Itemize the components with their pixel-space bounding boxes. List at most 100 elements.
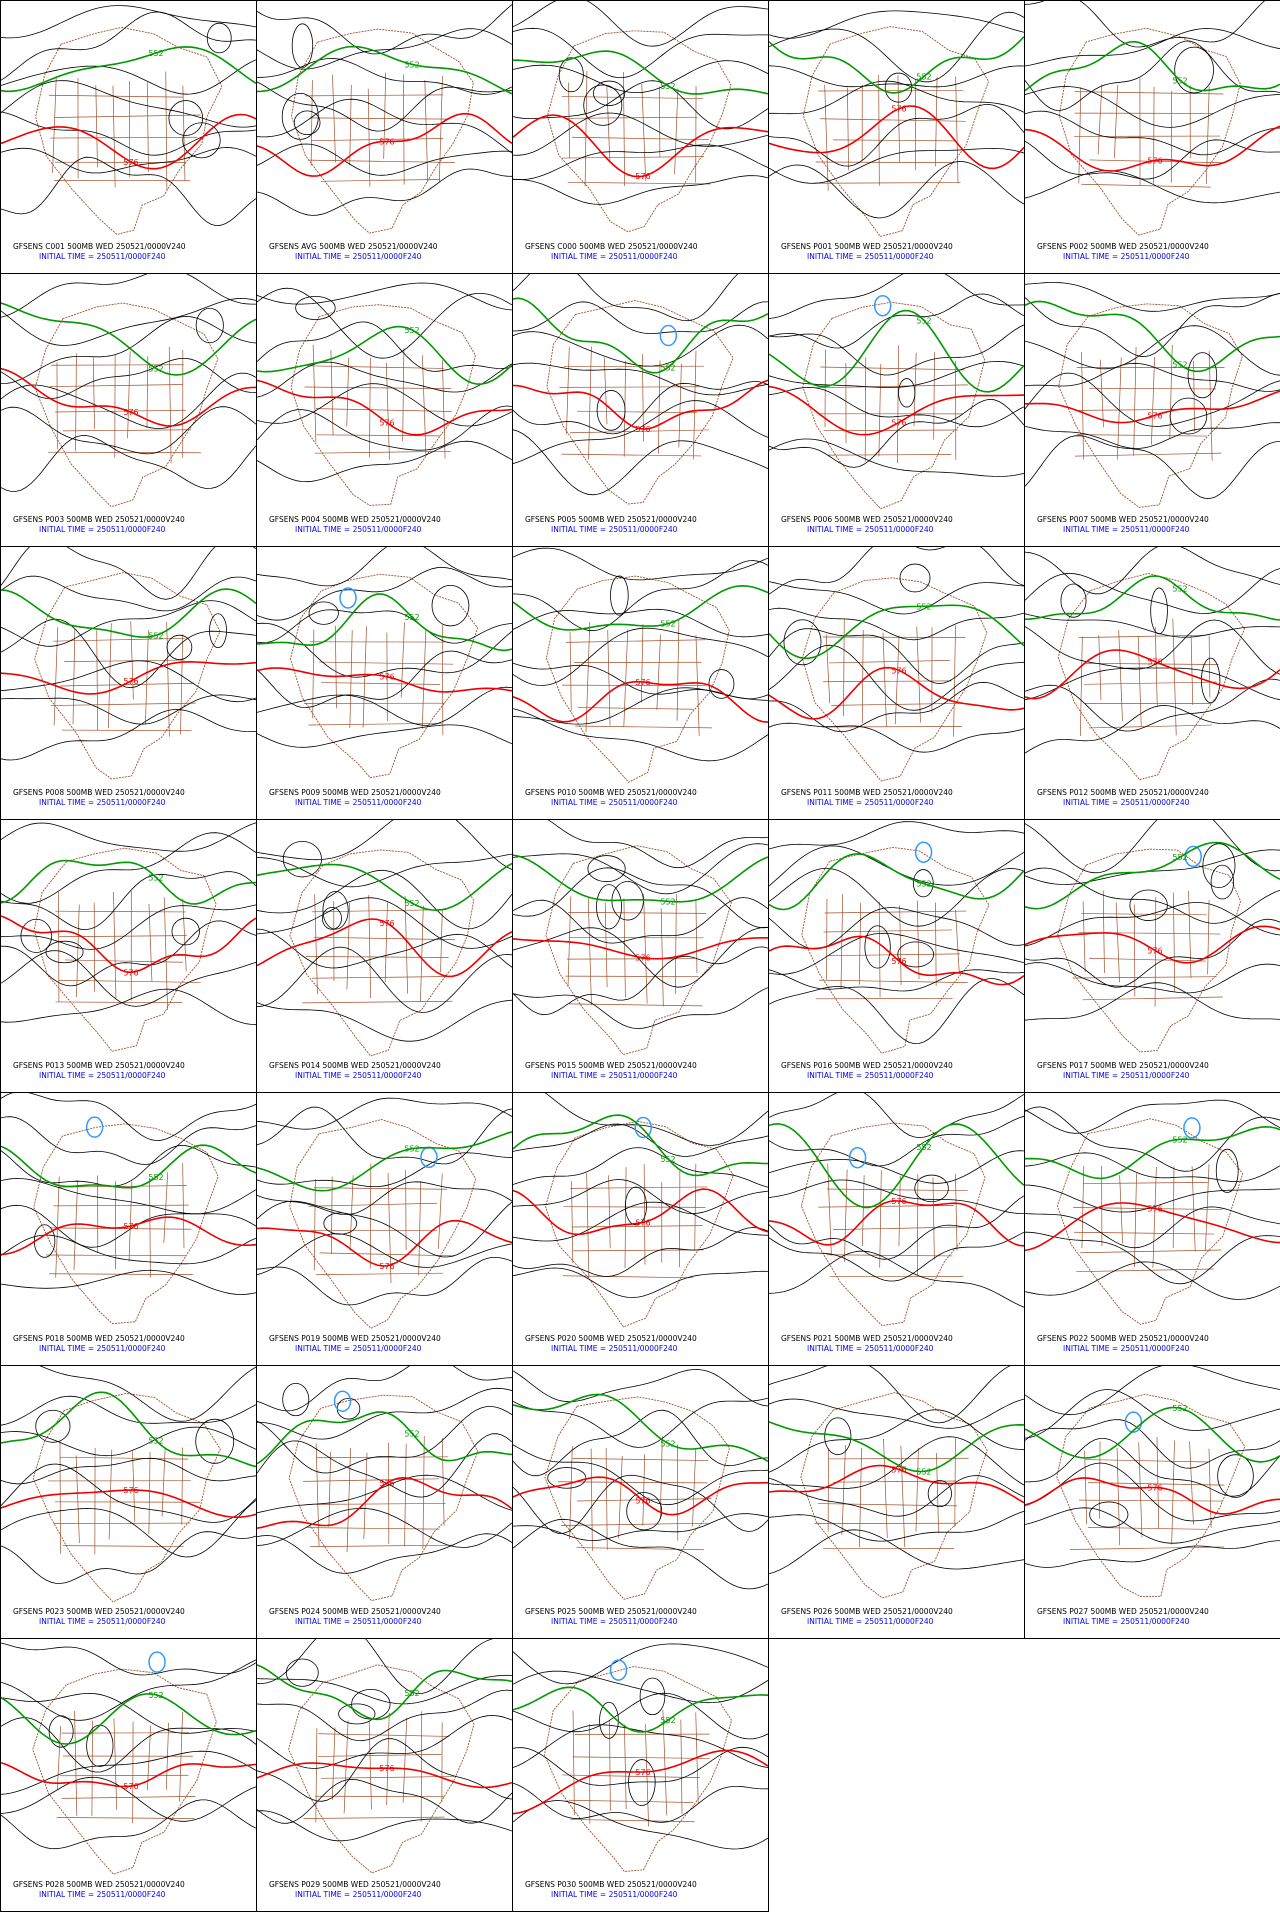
initial-time: INITIAL TIME = 250511/0000F240 [551, 525, 678, 534]
border [818, 1504, 957, 1506]
border [438, 1173, 442, 1248]
contour-closed [432, 585, 469, 626]
border [917, 627, 921, 723]
border [1103, 891, 1104, 973]
border [304, 1817, 445, 1818]
contour-label: 576 [891, 1197, 906, 1206]
border [883, 633, 887, 727]
contour-label: 576 [635, 954, 650, 963]
border [900, 906, 901, 986]
contour [769, 148, 1024, 183]
coastline [33, 1393, 220, 1602]
contour [257, 1098, 512, 1129]
contour [1, 1800, 256, 1849]
border [820, 367, 964, 370]
border [162, 1448, 165, 1517]
contour-576 [769, 106, 1024, 168]
contour [513, 709, 768, 761]
border [1079, 1500, 1223, 1501]
border [954, 625, 956, 737]
border [318, 1734, 449, 1737]
panel-title: GFSENS P030 500MB WED 250521/0000V240 [525, 1880, 697, 1889]
contour-closed [309, 602, 338, 625]
contour-label: 552 [404, 1429, 419, 1438]
contour-576 [769, 387, 1024, 435]
contour [1025, 29, 1280, 67]
low-contour [340, 588, 356, 608]
contour [1, 1145, 256, 1186]
contour [1025, 1508, 1280, 1543]
border [302, 1001, 452, 1003]
contour [257, 1690, 512, 1741]
coastline [1059, 304, 1243, 508]
contour-552 [513, 51, 768, 94]
border [934, 352, 935, 439]
contour [769, 822, 1024, 849]
contour [769, 908, 1024, 949]
contour-label: 576 [379, 919, 394, 928]
contour-closed [588, 856, 625, 882]
panel-title: GFSENS P016 500MB WED 250521/0000V240 [781, 1061, 953, 1070]
contour-label: 552 [404, 326, 419, 335]
border [439, 76, 442, 182]
contour [513, 274, 768, 321]
border [422, 355, 426, 455]
contour [769, 1251, 1024, 1307]
contour-label: 552 [660, 897, 675, 906]
border [696, 899, 697, 972]
contour-576 [513, 115, 768, 177]
contour [257, 288, 512, 358]
contour-label: 552 [660, 364, 675, 373]
border [679, 364, 682, 448]
border [56, 1002, 183, 1003]
coastline [801, 1123, 985, 1326]
contour-552 [769, 1422, 1024, 1472]
panel-title: GFSENS P006 500MB WED 250521/0000V240 [781, 515, 953, 524]
contour [769, 979, 1024, 1044]
border [1190, 1441, 1194, 1524]
border [403, 1718, 407, 1803]
coastline [290, 850, 474, 1056]
border [312, 976, 450, 978]
contour-576 [1, 916, 256, 972]
contour [257, 1811, 512, 1841]
initial-time: INITIAL TIME = 250511/0000F240 [295, 252, 422, 261]
border [310, 118, 449, 119]
border [828, 954, 960, 956]
border [55, 410, 186, 412]
contour-label: 552 [916, 602, 931, 611]
border [842, 1445, 846, 1535]
contour [513, 628, 768, 685]
coastline [33, 1669, 217, 1874]
border [1120, 1175, 1123, 1244]
contour-576 [257, 1221, 512, 1266]
initial-time: INITIAL TIME = 250511/0000F240 [551, 1071, 678, 1080]
border [1099, 635, 1101, 700]
contour-label: 552 [1172, 1404, 1187, 1413]
border [585, 71, 587, 186]
border [642, 84, 646, 180]
contour-closed [900, 564, 930, 592]
border [1075, 453, 1221, 456]
contour [769, 1437, 1024, 1489]
border [624, 630, 628, 728]
border [113, 86, 115, 188]
border [625, 1167, 626, 1268]
border [577, 411, 697, 412]
initial-time: INITIAL TIME = 250511/0000F240 [39, 1617, 166, 1626]
contour-label: 576 [123, 1782, 138, 1791]
contour [1, 358, 256, 398]
border [347, 358, 349, 427]
initial-time: INITIAL TIME = 250511/0000F240 [1063, 1344, 1190, 1353]
initial-time: INITIAL TIME = 250511/0000F240 [1063, 1071, 1190, 1080]
border [879, 75, 880, 186]
initial-time: INITIAL TIME = 250511/0000F240 [1063, 525, 1190, 534]
